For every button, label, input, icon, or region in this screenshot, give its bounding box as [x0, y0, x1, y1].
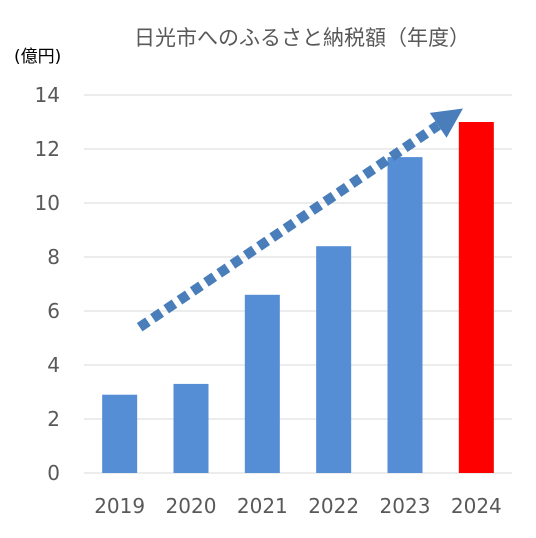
bar-2024 — [458, 122, 494, 473]
x-tick-label: 2022 — [308, 494, 359, 518]
x-axis-ticks: 2019 2020 2021 2022 2023 2024 — [94, 494, 502, 518]
y-tick-label: 6 — [47, 299, 60, 323]
y-tick-label: 12 — [35, 137, 60, 161]
trend-arrow-head — [429, 108, 463, 138]
x-tick-label: 2024 — [451, 494, 502, 518]
y-tick-label: 2 — [47, 407, 60, 431]
y-tick-label: 0 — [47, 461, 60, 485]
bar-2021 — [244, 294, 280, 473]
x-tick-label: 2019 — [94, 494, 145, 518]
y-tick-label: 8 — [47, 245, 60, 269]
y-axis-ticks: 0 2 4 6 8 10 12 14 — [35, 83, 60, 485]
x-tick-label: 2023 — [380, 494, 431, 518]
y-tick-label: 14 — [35, 83, 60, 107]
bars — [102, 122, 494, 473]
x-tick-label: 2021 — [237, 494, 288, 518]
bar-2022 — [316, 246, 352, 473]
x-tick-label: 2020 — [166, 494, 217, 518]
gridlines — [84, 94, 512, 474]
trend-arrow — [136, 108, 463, 332]
chart-title: 日光市へのふるさと納税額（年度） — [134, 26, 470, 50]
y-tick-label: 10 — [35, 191, 60, 215]
bar-2023 — [387, 157, 423, 473]
y-tick-label: 4 — [47, 353, 60, 377]
trend-arrow-shaft — [136, 121, 441, 332]
bar-2020 — [173, 383, 209, 473]
y-axis-unit-label: (億円) — [14, 47, 61, 67]
bar-2019 — [102, 394, 138, 473]
